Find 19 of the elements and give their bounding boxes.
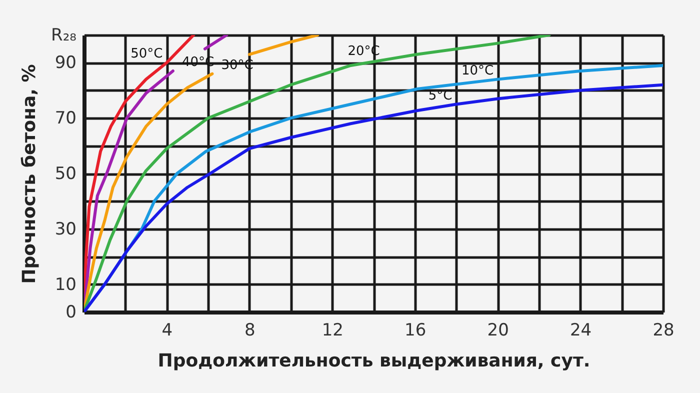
y-tick-label: 30 — [54, 219, 76, 240]
x-tick-label: 8 — [244, 320, 256, 340]
y-tick-label: 0 — [66, 302, 76, 322]
y-tick-label: R₂₈ — [51, 26, 77, 46]
y-tick-label: 50 — [54, 164, 76, 184]
x-tick-label: 20 — [487, 320, 509, 340]
x-tick-label: 24 — [570, 320, 592, 340]
x-tick-label: 4 — [162, 320, 173, 340]
annotation: 10°C — [461, 63, 494, 78]
y-tick-label: 70 — [54, 108, 76, 129]
annotation: 5°C — [428, 88, 452, 104]
x-axis-title: Продолжительность выдерживания, сут. — [158, 350, 590, 372]
x-tick-label: 16 — [404, 320, 426, 340]
annotation: 50°C — [130, 46, 163, 62]
y-tick-label: 90 — [54, 53, 76, 74]
y-axis-title: Прочность бетона, % — [19, 64, 40, 284]
x-tick-label: 12 — [322, 320, 344, 340]
x-tick-label: 28 — [652, 320, 674, 340]
y-tick-label: 10 — [54, 274, 76, 295]
